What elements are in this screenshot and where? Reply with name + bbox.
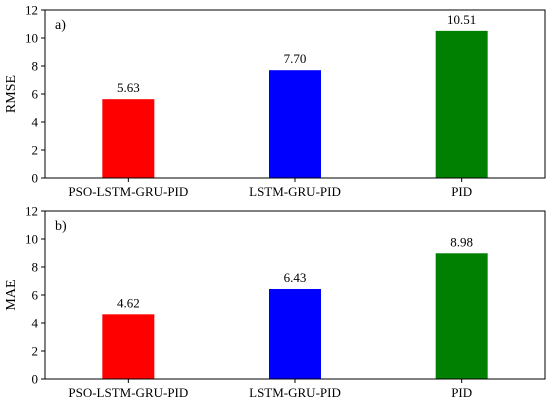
x-tick-label: PID xyxy=(451,385,472,400)
data-label: 8.98 xyxy=(450,234,473,249)
y-tick-label: 2 xyxy=(32,143,39,158)
y-tick-label: 6 xyxy=(32,87,39,102)
y-tick-label: 8 xyxy=(32,59,39,74)
data-label: 7.70 xyxy=(284,51,307,66)
bar-pid xyxy=(435,30,488,178)
data-label: 6.43 xyxy=(284,270,307,285)
x-tick-label: LSTM-GRU-PID xyxy=(249,385,341,400)
data-label: 10.51 xyxy=(447,12,476,27)
bar-lstm-gru-pid xyxy=(269,288,321,379)
y-tick-label: 12 xyxy=(25,3,38,18)
x-tick-label: PID xyxy=(451,184,472,199)
bar-pso-lstm-gru-pid xyxy=(102,99,155,178)
x-tick-label: PSO-LSTM-GRU-PID xyxy=(68,184,188,199)
x-tick-label: LSTM-GRU-PID xyxy=(249,184,341,199)
chart-panel-mae: 4.62 6.43 8.98 0 2 4 6 8 10 12 PSO-LSTM-GRU-PID LST… xyxy=(4,204,546,400)
y-axis-label: RMSE xyxy=(4,75,19,113)
y-tick-label: 4 xyxy=(32,115,39,130)
y-tick-label: 6 xyxy=(32,288,39,303)
y-tick-label: 12 xyxy=(25,204,38,219)
y-tick-label: 0 xyxy=(32,372,39,387)
y-tick-label: 0 xyxy=(32,171,39,186)
bar-pso-lstm-gru-pid xyxy=(102,314,155,379)
y-axis-label: MAE xyxy=(4,279,19,310)
bar-pid xyxy=(435,253,488,379)
y-tick-label: 8 xyxy=(32,260,39,275)
y-tick-label: 2 xyxy=(32,344,39,359)
panel-label: a) xyxy=(55,18,66,33)
data-label: 4.62 xyxy=(117,295,140,310)
y-tick-label: 10 xyxy=(25,31,38,46)
x-tick-label: PSO-LSTM-GRU-PID xyxy=(68,385,188,400)
bar-lstm-gru-pid xyxy=(269,70,321,178)
chart-panel-rmse: 5.63 7.70 10.51 0 2 4 6 8 10 12 PSO-LSTM-GRU-PID LS… xyxy=(4,3,546,199)
y-tick-label: 10 xyxy=(25,232,38,247)
y-tick-label: 4 xyxy=(32,316,39,331)
data-label: 5.63 xyxy=(117,80,140,95)
panel-label: b) xyxy=(55,219,67,234)
